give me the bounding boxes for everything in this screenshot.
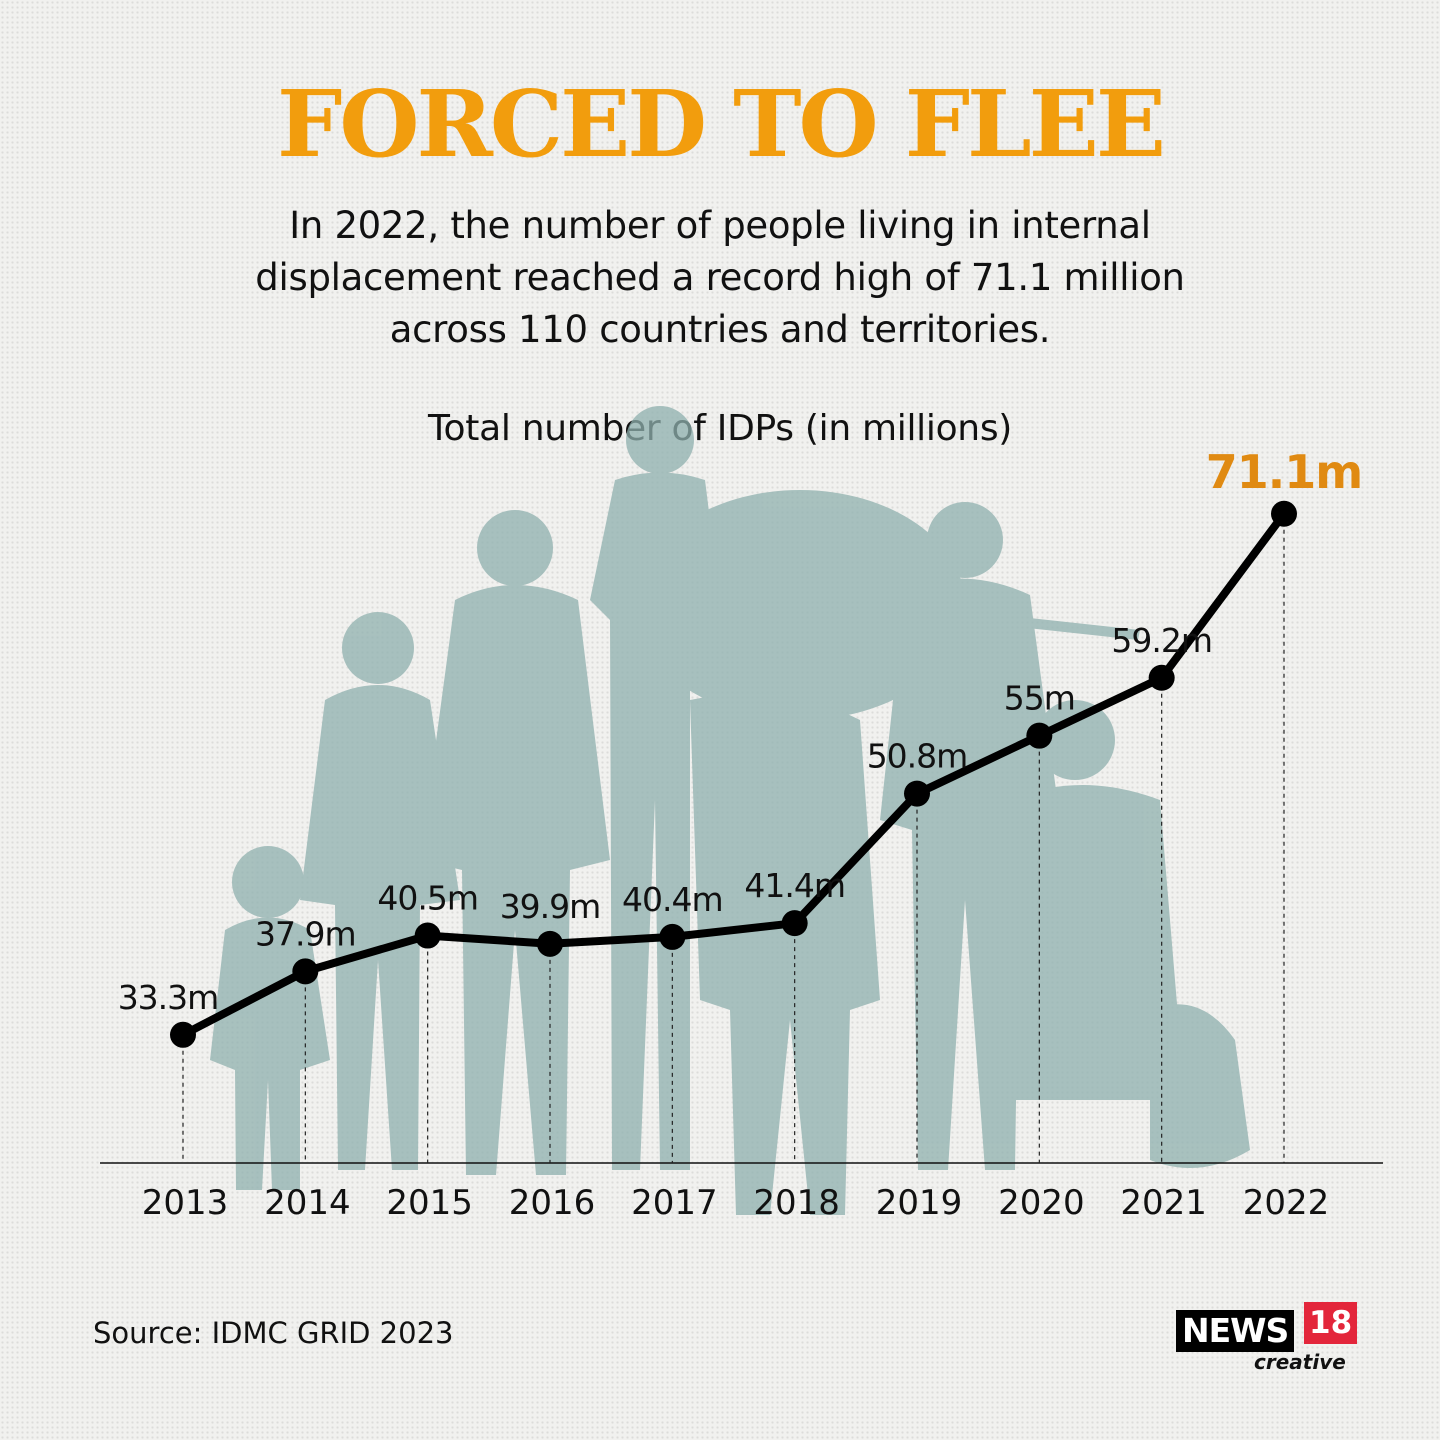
data-label: 50.8m bbox=[867, 737, 968, 776]
line-chart: 33.3m 37.9m 40.5m 39.9m 40.4m 41.4m 50.8m 55m 59… bbox=[100, 406, 1383, 1223]
logo-number: 18 bbox=[1304, 1302, 1358, 1344]
data-point bbox=[1271, 500, 1297, 527]
data-point bbox=[292, 958, 319, 985]
x-tick-label: 2019 bbox=[876, 1183, 963, 1223]
data-point bbox=[659, 923, 686, 950]
logo-sub: creative bbox=[1254, 1350, 1346, 1374]
x-tick-label: 2014 bbox=[264, 1183, 351, 1223]
data-label: 55m bbox=[1004, 679, 1075, 718]
x-tick-label: 2017 bbox=[631, 1183, 718, 1223]
x-tick-label: 2022 bbox=[1243, 1183, 1330, 1223]
chart-title: Total number of IDPs (in millions) bbox=[427, 408, 1013, 449]
series-line bbox=[179, 509, 1288, 1039]
data-label: 33.3m bbox=[118, 978, 219, 1017]
logo-word: NEWS bbox=[1176, 1310, 1295, 1352]
data-label: 41.4m bbox=[744, 866, 845, 905]
data-label: 39.9m bbox=[500, 887, 601, 926]
data-point bbox=[781, 910, 808, 937]
data-label: 37.9m bbox=[255, 914, 356, 953]
data-point bbox=[1026, 722, 1053, 749]
source-note: Source: IDMC GRID 2023 bbox=[93, 1316, 454, 1350]
data-point bbox=[414, 922, 441, 949]
data-point bbox=[1148, 664, 1175, 691]
x-tick-label: 2015 bbox=[386, 1183, 473, 1223]
x-tick-label: 2016 bbox=[509, 1183, 596, 1223]
data-points bbox=[170, 500, 1297, 1048]
subtitle: In 2022, the number of people living in … bbox=[255, 204, 1185, 351]
data-point bbox=[170, 1021, 196, 1048]
x-tick-label: 2020 bbox=[998, 1183, 1085, 1223]
data-label: 40.4m bbox=[622, 880, 723, 919]
dashed-guide-lines bbox=[182, 513, 1285, 1163]
data-label-highlight: 71.1m bbox=[1206, 445, 1362, 499]
x-tick-label: 2013 bbox=[142, 1183, 229, 1223]
x-tick-label: 2018 bbox=[753, 1183, 840, 1223]
data-point bbox=[537, 930, 563, 957]
data-point bbox=[904, 780, 930, 807]
data-labels: 33.3m 37.9m 40.5m 39.9m 40.4m 41.4m 50.8m 55m 59… bbox=[118, 445, 1364, 1017]
data-label: 59.2m bbox=[1111, 621, 1212, 660]
headline: FORCED TO FLEE bbox=[277, 70, 1166, 178]
x-axis-ticks: 2013 2014 2015 2016 2017 2018 2019 2020 2021 2022 bbox=[142, 1183, 1330, 1223]
x-tick-label: 2021 bbox=[1120, 1183, 1207, 1223]
refugee-silhouettes-illustration bbox=[210, 406, 1250, 1215]
data-label: 40.5m bbox=[377, 879, 478, 918]
news18-creative-logo: NEWS 18 creative bbox=[1176, 1302, 1358, 1374]
